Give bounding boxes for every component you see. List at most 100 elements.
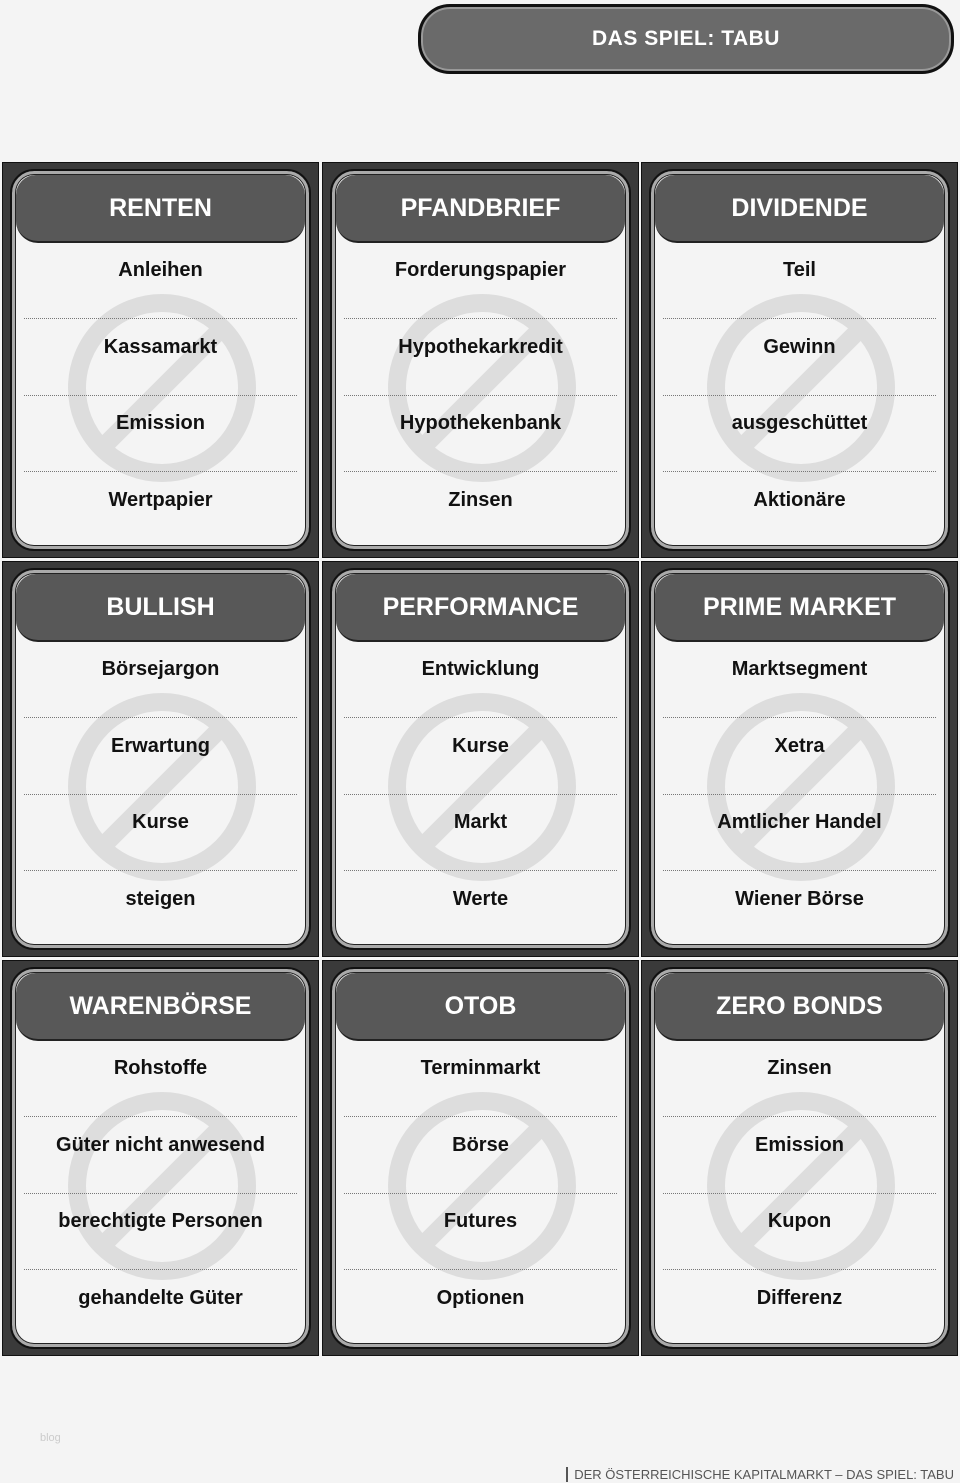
divider (663, 395, 936, 396)
divider (663, 1116, 936, 1117)
taboo-word: Optionen (436, 1287, 525, 1309)
taboo-word: Teil (783, 259, 816, 281)
taboo-word: Xetra (774, 735, 825, 757)
divider (24, 1269, 297, 1270)
divider (663, 870, 936, 871)
taboo-word: Kassamarkt (103, 336, 218, 358)
card-term: PRIME MARKET (655, 574, 944, 642)
taboo-word: Emission (755, 1134, 844, 1156)
taboo-word: Rohstoffe (113, 1057, 208, 1079)
card-term: OTOB (336, 973, 625, 1041)
taboo-word: Hypothekenbank (399, 412, 562, 434)
divider (344, 1116, 617, 1117)
divider (663, 318, 936, 319)
prohibition-icon (68, 294, 256, 482)
taboo-word: Kurse (452, 735, 509, 757)
card-body: PFANDBRIEF Forderungspapier Hypothekarkred… (330, 169, 631, 551)
divider (24, 794, 297, 795)
taboo-word: Börsejargon (101, 658, 220, 680)
card-body: ZERO BONDS Zinsen Emission Kupon Differenz (649, 967, 950, 1349)
taboo-word: Futures (443, 1210, 518, 1232)
taboo-word: Forderungspapier (394, 259, 567, 281)
tabu-card: BULLISH Börsejargon Erwartung Kurse steigen (2, 561, 319, 957)
taboo-word: Wertpapier (108, 489, 213, 511)
card-body: WARENBÖRSE Rohstoffe Güter nicht anwesend b… (10, 967, 311, 1349)
prohibition-icon (707, 693, 895, 881)
taboo-word: Werte (452, 888, 509, 910)
page-title: DAS SPIEL: TABU (418, 4, 954, 74)
divider (344, 395, 617, 396)
tabu-card: PRIME MARKET Marktsegment Xetra Amtlicher H… (641, 561, 958, 957)
prohibition-icon (707, 1092, 895, 1280)
tabu-card: ZERO BONDS Zinsen Emission Kupon Differenz (641, 960, 958, 1356)
tabu-card: DIVIDENDE Teil Gewinn ausgeschüttet Aktionär… (641, 162, 958, 558)
divider (663, 1193, 936, 1194)
tabu-card: PFANDBRIEF Forderungspapier Hypothekarkred… (322, 162, 639, 558)
taboo-word: steigen (125, 888, 196, 910)
divider (24, 395, 297, 396)
card-term: BULLISH (16, 574, 305, 642)
divider (24, 471, 297, 472)
divider (24, 717, 297, 718)
taboo-word: Zinsen (767, 1057, 832, 1079)
card-body: OTOB Terminmarkt Börse Futures Optionen (330, 967, 631, 1349)
taboo-word: Börse (452, 1134, 509, 1156)
taboo-word: Marktsegment (731, 658, 868, 680)
taboo-word: gehandelte Güter (78, 1287, 243, 1309)
prohibition-icon (388, 294, 576, 482)
divider (344, 870, 617, 871)
taboo-word: Amtlicher Handel (717, 811, 882, 833)
divider (663, 717, 936, 718)
divider (344, 717, 617, 718)
divider (344, 1193, 617, 1194)
taboo-word: Kupon (767, 1210, 832, 1232)
card-term: PFANDBRIEF (336, 175, 625, 243)
divider (663, 794, 936, 795)
prohibition-icon (68, 693, 256, 881)
divider (24, 318, 297, 319)
divider (24, 870, 297, 871)
taboo-word: Hypothekarkredit (398, 336, 563, 358)
taboo-word: Differenz (756, 1287, 843, 1309)
footer: DER ÖSTERREICHISCHE KAPITALMARKT – DAS S… (566, 1467, 954, 1482)
taboo-word: Markt (453, 811, 508, 833)
taboo-word: ausgeschüttet (731, 412, 868, 434)
prohibition-icon (388, 693, 576, 881)
divider (344, 471, 617, 472)
taboo-word: Güter nicht anwesend (56, 1134, 265, 1156)
tabu-card: WARENBÖRSE Rohstoffe Güter nicht anwesend b… (2, 960, 319, 1356)
card-term: DIVIDENDE (655, 175, 944, 243)
card-term: PERFORMANCE (336, 574, 625, 642)
tabu-card: RENTEN Anleihen Kassamarkt Emission Wertpapi… (2, 162, 319, 558)
card-term: WARENBÖRSE (16, 973, 305, 1041)
taboo-word: Gewinn (763, 336, 836, 358)
card-body: DIVIDENDE Teil Gewinn ausgeschüttet Aktionär… (649, 169, 950, 551)
card-term: RENTEN (16, 175, 305, 243)
prohibition-icon (707, 294, 895, 482)
divider (344, 1269, 617, 1270)
prohibition-icon (388, 1092, 576, 1280)
watermark: blog (40, 1432, 61, 1444)
taboo-word: Aktionäre (753, 489, 846, 511)
taboo-word: berechtigte Personen (58, 1210, 263, 1232)
divider (344, 794, 617, 795)
taboo-word: Erwartung (111, 735, 210, 757)
tabu-card: PERFORMANCE Entwicklung Kurse Markt Werte (322, 561, 639, 957)
prohibition-icon (68, 1092, 256, 1280)
divider (24, 1116, 297, 1117)
taboo-word: Terminmarkt (420, 1057, 541, 1079)
divider (663, 1269, 936, 1270)
taboo-word: Entwicklung (421, 658, 540, 680)
taboo-word: Kurse (132, 811, 189, 833)
taboo-word: Wiener Börse (735, 888, 864, 910)
card-body: PRIME MARKET Marktsegment Xetra Amtlicher H… (649, 568, 950, 950)
divider (663, 471, 936, 472)
tabu-card: OTOB Terminmarkt Börse Futures Optionen (322, 960, 639, 1356)
divider (24, 1193, 297, 1194)
card-body: PERFORMANCE Entwicklung Kurse Markt Werte (330, 568, 631, 950)
card-body: RENTEN Anleihen Kassamarkt Emission Wertpapi… (10, 169, 311, 551)
card-term: ZERO BONDS (655, 973, 944, 1041)
taboo-word: Emission (116, 412, 205, 434)
card-body: BULLISH Börsejargon Erwartung Kurse steigen (10, 568, 311, 950)
